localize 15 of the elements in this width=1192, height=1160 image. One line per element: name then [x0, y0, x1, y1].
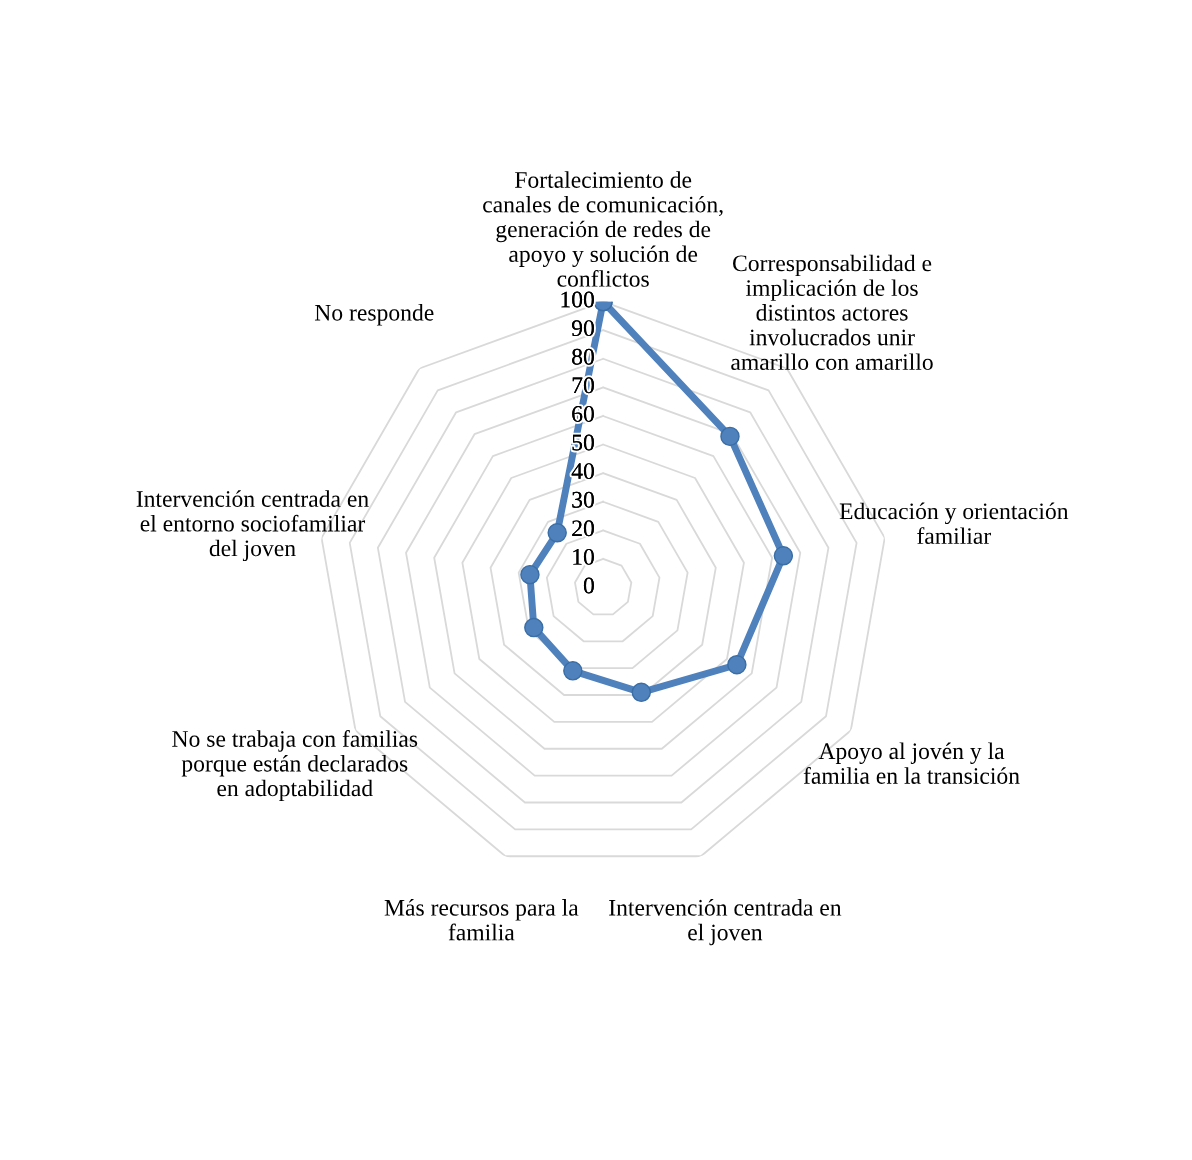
spoke-label: No responde — [314, 304, 434, 326]
y-tick-label: 90 — [571, 320, 594, 337]
spoke-label: Apoyo al jovén y la familia en la transición — [803, 742, 1020, 784]
spoke-label: Intervención centrada en el joven — [609, 899, 842, 946]
spoke-label: Más recursos para la familia — [384, 899, 579, 941]
y-tick-label: 0 — [583, 577, 594, 594]
y-tick-label: 100 — [561, 291, 594, 308]
y-tick-label: 10 — [573, 548, 594, 565]
spoke-label: No se trabaja con familias porque están declarados en adoptabilidad — [172, 730, 418, 802]
spoke-label: Fortalecimiento de canales de comunicación, generación de redes de apoyo y solución de conflictos — [483, 171, 723, 287]
y-tick-label: 20 — [572, 520, 594, 537]
spoke-label: Corresponsabilidad e implicación de los distintos actores involucrados unir amarillo con amarillo — [731, 254, 933, 371]
y-tick-label: 30 — [572, 491, 594, 508]
spoke-label: Educación y orientación familiar — [839, 502, 1069, 545]
spoke-label: Intervención centrada en el entorno sociofamiliar del joven — [136, 490, 369, 562]
